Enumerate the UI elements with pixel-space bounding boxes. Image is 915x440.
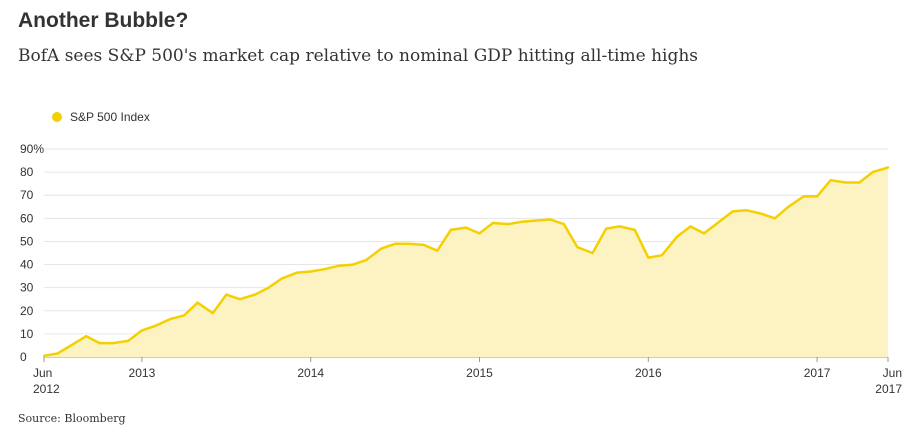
data-points	[42, 166, 890, 357]
data-point	[351, 263, 355, 266]
data-point	[576, 246, 579, 249]
data-point	[731, 210, 734, 213]
data-point	[787, 205, 790, 208]
data-point	[338, 264, 341, 267]
data-point	[886, 166, 890, 169]
data-point	[507, 222, 510, 226]
data-point	[844, 181, 847, 184]
y-tick-label: 20	[20, 304, 34, 318]
data-point	[647, 256, 650, 259]
data-point	[760, 212, 763, 215]
data-point	[98, 341, 101, 345]
y-tick-label: 50	[20, 234, 34, 248]
x-tick-label: Jun	[33, 366, 52, 380]
data-point	[829, 179, 832, 182]
legend-label: S&P 500 Index	[70, 110, 150, 124]
data-point	[773, 217, 777, 220]
chart-title: Another Bubble?	[18, 9, 189, 32]
data-point	[112, 341, 115, 345]
data-point	[618, 225, 621, 228]
x-tick-label-year: 2017	[875, 382, 902, 396]
data-point	[182, 314, 186, 317]
data-point	[140, 329, 144, 332]
data-point	[660, 254, 663, 257]
data-point	[604, 227, 608, 230]
series-area	[44, 167, 888, 357]
data-point	[464, 226, 468, 229]
data-point	[745, 209, 748, 212]
x-tick-label: 2015	[466, 366, 493, 380]
data-point	[702, 232, 706, 235]
data-point	[42, 354, 46, 357]
x-tick-label: 2013	[129, 366, 156, 380]
data-point	[802, 195, 805, 198]
data-point	[478, 232, 481, 235]
x-tick-label-year: 2012	[33, 382, 60, 396]
x-tick-label: 2016	[635, 366, 662, 380]
data-point	[422, 243, 425, 247]
data-point	[253, 293, 257, 296]
y-tick-label: 90%	[20, 142, 44, 156]
data-point	[267, 286, 270, 289]
data-point	[871, 170, 874, 174]
data-point	[491, 221, 495, 225]
data-point	[380, 247, 383, 250]
data-point	[393, 242, 397, 245]
data-point	[591, 251, 594, 255]
data-point	[225, 293, 228, 296]
data-point	[549, 218, 552, 221]
data-point	[238, 298, 241, 301]
data-point	[689, 225, 692, 228]
y-tick-label: 30	[20, 281, 34, 295]
y-tick-label: 70	[20, 188, 34, 202]
data-point	[127, 339, 130, 342]
data-point	[280, 277, 284, 280]
data-point	[407, 242, 410, 245]
data-point	[296, 271, 299, 274]
legend: S&P 500 Index	[52, 110, 150, 124]
data-point	[633, 228, 636, 232]
data-point	[815, 195, 819, 198]
y-tick-label: 80	[20, 165, 34, 179]
data-point	[56, 352, 59, 355]
source-note: Source: Bloomberg	[18, 412, 126, 425]
x-axis: Jun 2012 2013 2014 2015 2016 2017 Jun 2017	[33, 357, 902, 396]
data-point	[69, 344, 73, 347]
data-point	[449, 228, 452, 232]
data-point	[169, 317, 172, 321]
data-point	[85, 335, 88, 338]
y-tick-label: 0	[20, 350, 27, 364]
data-point	[436, 249, 439, 252]
data-point	[562, 222, 566, 226]
data-point	[211, 311, 214, 315]
data-point	[196, 301, 199, 304]
data-point	[323, 268, 326, 271]
data-point	[365, 258, 368, 262]
data-point	[858, 181, 861, 184]
x-tick-label: 2014	[297, 366, 324, 380]
y-axis: 0 10 20 30 40 50 60 70 80 90%	[20, 142, 44, 364]
data-point	[534, 219, 537, 222]
chart-subtitle: BofA sees S&P 500's market cap relative …	[18, 46, 699, 66]
legend-swatch	[52, 112, 62, 122]
x-tick-label: 2017	[804, 366, 831, 380]
y-tick-label: 40	[20, 258, 34, 272]
data-point	[520, 220, 523, 223]
x-tick-label: Jun	[883, 366, 902, 380]
data-point	[154, 324, 157, 327]
y-tick-label: 60	[20, 211, 34, 225]
data-point	[309, 270, 312, 273]
data-point	[718, 220, 721, 223]
data-point	[675, 235, 679, 238]
y-tick-label: 10	[20, 327, 34, 341]
